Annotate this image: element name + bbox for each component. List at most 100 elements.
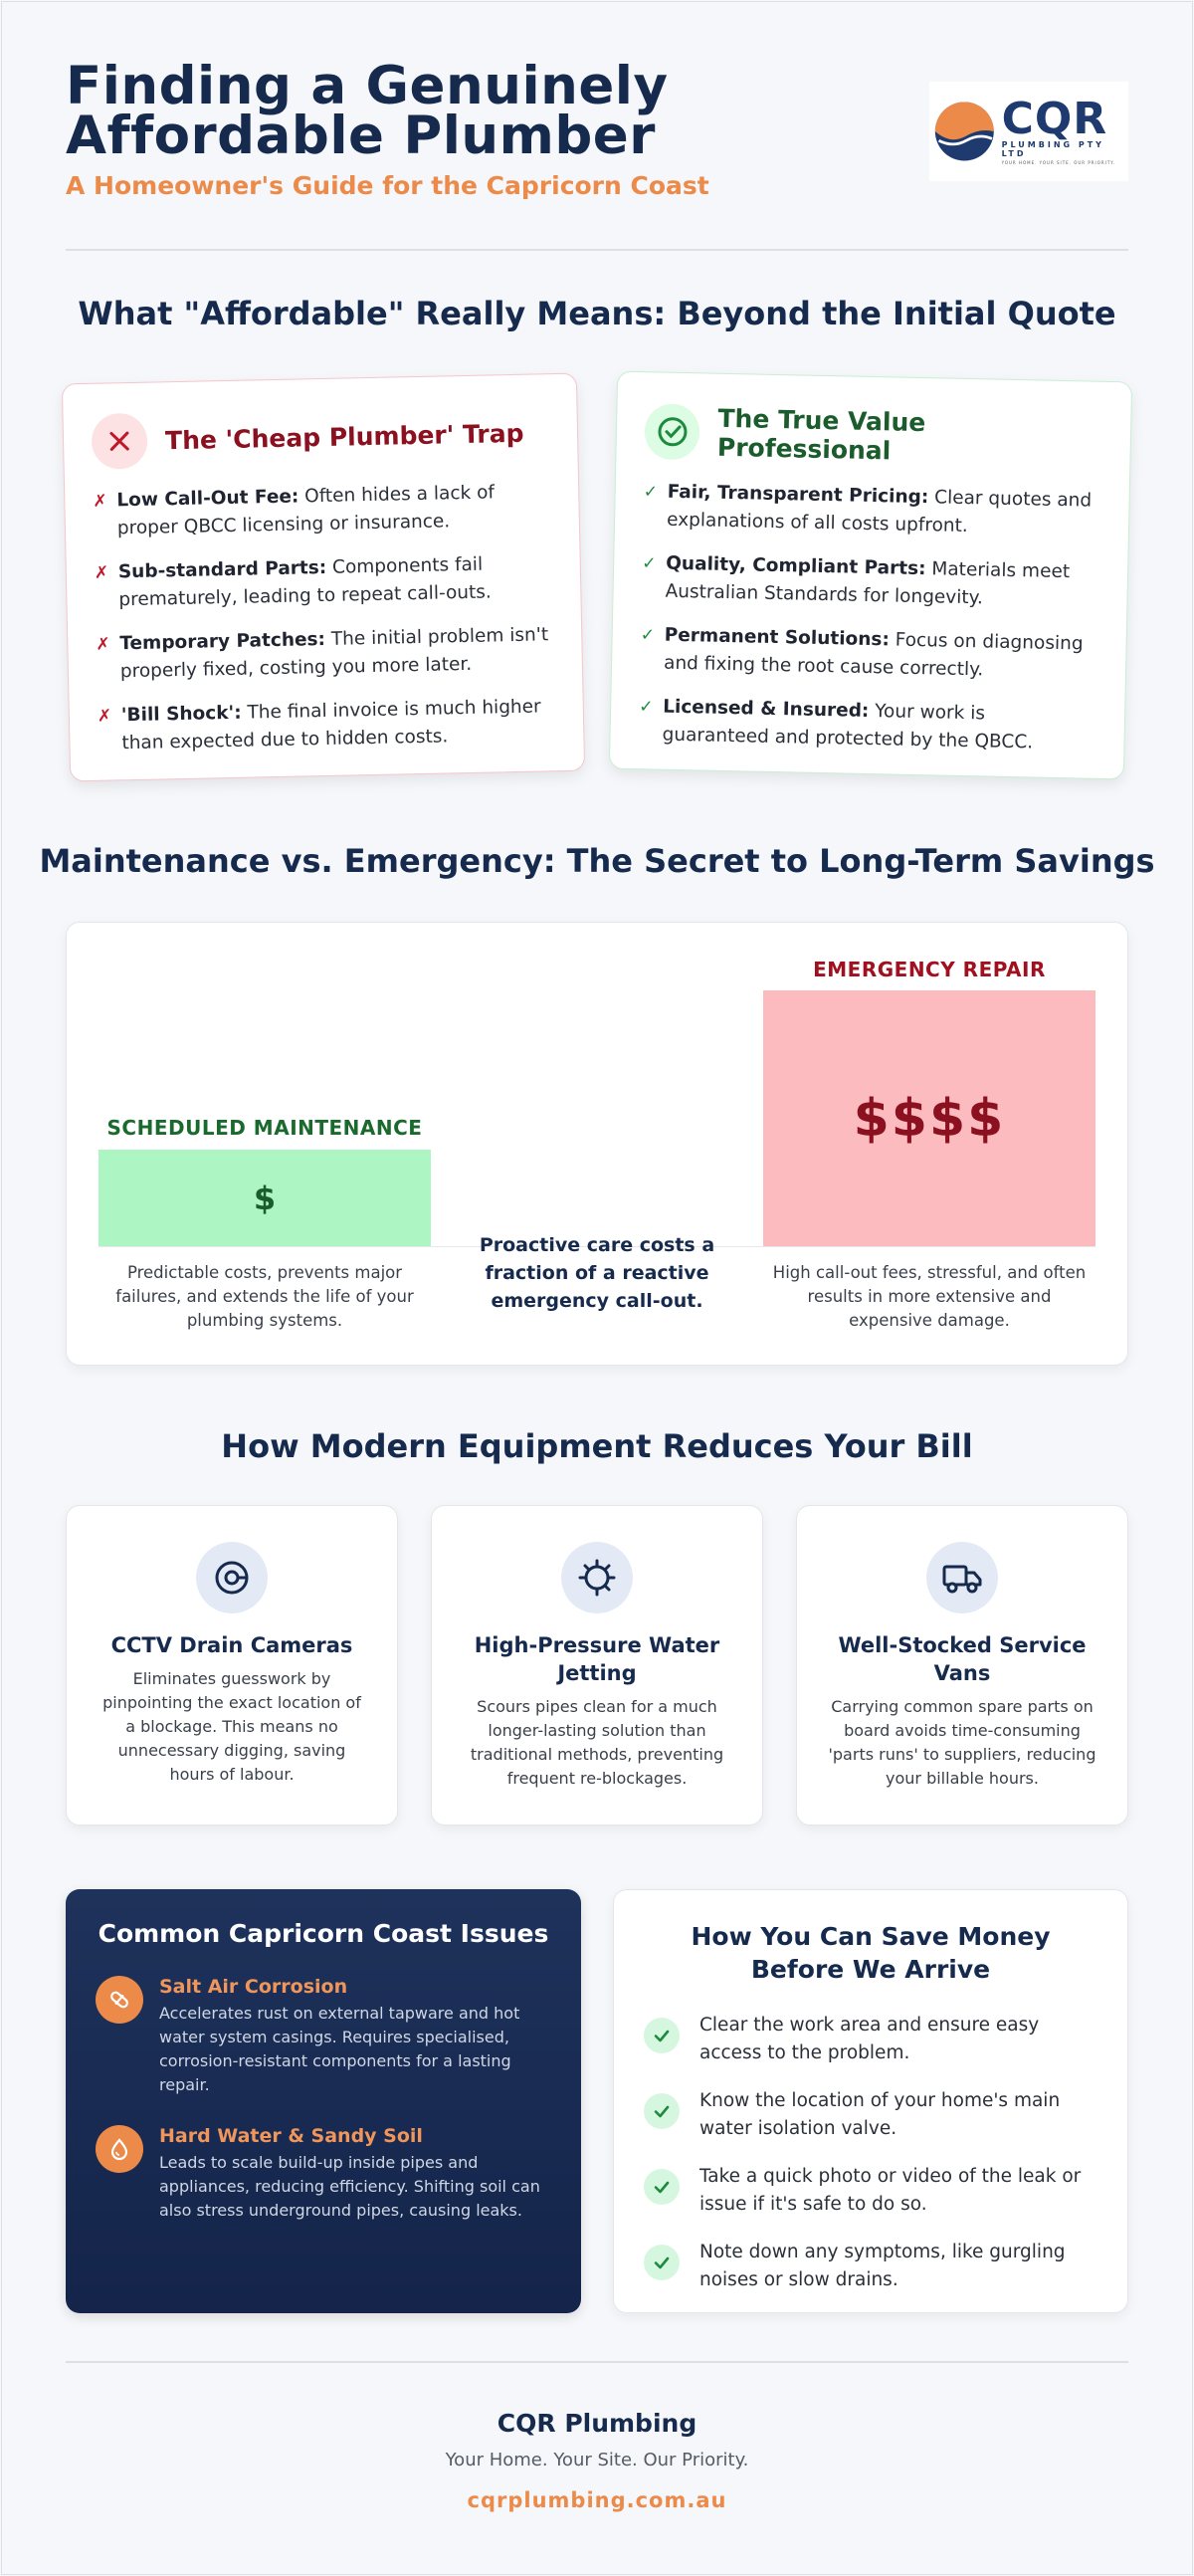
header: Finding a Genuinely Affordable Plumber A… [66,56,1128,201]
x-icon [91,412,148,470]
water-jet-icon [561,1542,633,1613]
baseline [99,1246,1095,1247]
page-subtitle: A Homeowner's Guide for the Capricorn Co… [66,171,709,200]
issue-description: Accelerates rust on external tapware and… [159,2004,520,2094]
coast-issues-card: Common Capricorn Coast Issues Salt Air C… [66,1889,581,2313]
comparison-center-note: Proactive care costs a fraction of a rea… [479,1234,715,1312]
save-tip-text: Clear the work area and ensure easy acce… [699,2015,1040,2063]
bullet-label: Quality, Compliant Parts: [665,552,926,580]
equipment-card-cctv: CCTV Drain Cameras Eliminates guesswork … [66,1505,398,1825]
affordable-section-title: What "Affordable" Really Means: Beyond t… [78,295,1116,332]
issue-name: Salt Air Corrosion [159,1976,348,1998]
value-list: ✓ Fair, Transparent Pricing: Clear quotes… [638,478,1101,758]
save-tip: Clear the work area and ensure easy acce… [644,2012,1097,2067]
check-icon [644,2169,680,2205]
trap-heading: The 'Cheap Plumber' Trap [164,418,524,455]
cross-mark-icon: ✗ [93,491,107,512]
save-tip: Note down any symptoms, like gurgling no… [644,2239,1097,2294]
bullet-label: Low Call-Out Fee: [116,486,299,512]
bullet-item: ✗ Low Call-Out Fee: Often hides a lack of… [93,478,551,543]
bullet-text: Fair, Transparent Pricing: Clear quotes … [667,479,1101,543]
bullet-item: ✓ Licensed & Insured: Your work is guaran… [638,693,1096,758]
save-money-card: How You Can Save Money Before We Arrive … [613,1889,1128,2313]
save-tips-list: Clear the work area and ensure easy acce… [644,2012,1097,2294]
check-icon [644,2018,680,2053]
equipment-title: High-Pressure Water Jetting [474,1633,720,1685]
maintenance-description: Predictable costs, prevents major failur… [115,1263,414,1330]
cross-mark-icon: ✗ [94,562,109,583]
cross-mark-icon: ✗ [97,706,112,727]
trap-list: ✗ Low Call-Out Fee: Often hides a lack of… [93,478,556,758]
cross-mark-icon: ✗ [96,634,110,655]
issue-item: Hard Water & Sandy Soil Leads to scale b… [96,2125,551,2223]
camera-icon [196,1542,268,1613]
check-icon [644,2093,680,2129]
cheap-plumber-trap-card: The 'Cheap Plumber' Trap ✗ Low Call-Out F… [61,372,586,782]
issues-title: Common Capricorn Coast Issues [98,1919,549,1948]
maintenance-cost-bar: $ [99,1150,431,1246]
bullet-text: 'Bill Shock': The final invoice is much … [121,693,556,757]
bullet-label: Fair, Transparent Pricing: [667,481,929,509]
bullet-text: Low Call-Out Fee: Often hides a lack of … [116,478,551,542]
equipment-description: Carrying common spare parts on board avo… [828,1697,1096,1788]
issue-item: Salt Air Corrosion Accelerates rust on e… [96,1976,551,2097]
bullet-item: ✗ Temporary Patches: The initial problem … [96,621,554,687]
company-logo: CQR PLUMBING PTY LTD YOUR HOME. YOUR SIT… [929,82,1128,181]
equipment-card-service-vans: Well-Stocked Service Vans Carrying commo… [796,1505,1128,1825]
emergency-description: High call-out fees, stressful, and often… [772,1263,1087,1330]
divider [66,249,1128,251]
save-tip-text: Know the location of your home's main wa… [699,2090,1061,2139]
bullet-item: ✓ Quality, Compliant Parts: Materials mee… [641,549,1099,615]
bullet-text: Temporary Patches: The initial problem i… [119,621,554,686]
check-mark-icon: ✓ [638,697,654,718]
issue-name: Hard Water & Sandy Soil [159,2125,423,2147]
footer-divider [66,2361,1128,2363]
comparison-section-title: Maintenance vs. Emergency: The Secret to… [39,842,1155,880]
bullet-item: ✓ Permanent Solutions: Focus on diagnosin… [640,621,1098,687]
bullet-item: ✗ Sub-standard Parts: Components fail pre… [95,549,553,615]
logo-wordmark: CQR [1001,93,1108,144]
check-mark-icon: ✓ [641,553,657,574]
save-tip-text: Note down any symptoms, like gurgling no… [699,2242,1066,2290]
bullet-label: Permanent Solutions: [664,624,891,651]
emergency-cost-bar: $$$$ [763,990,1095,1246]
equipment-card-water-jetting: High-Pressure Water Jetting Scours pipes… [431,1505,763,1825]
save-tip: Take a quick photo or video of the leak … [644,2163,1097,2219]
bullet-label: Licensed & Insured: [662,696,870,722]
value-heading: The True Value Professional [716,403,926,466]
maintenance-vs-emergency-card: SCHEDULED MAINTENANCE $ EMERGENCY REPAIR… [66,922,1128,1366]
save-tip-text: Take a quick photo or video of the leak … [699,2166,1082,2215]
water-drop-icon [96,2125,143,2173]
logo-subtext: PLUMBING PTY LTD [1001,139,1104,158]
bullet-text: Permanent Solutions: Focus on diagnosing… [664,622,1098,687]
page-title: Finding a Genuinely Affordable Plumber [66,56,669,166]
footer-website-link[interactable]: cqrplumbing.com.au [467,2488,727,2512]
check-mark-icon: ✓ [643,482,659,503]
equipment-description: Scours pipes clean for a much longer-las… [470,1697,724,1788]
check-circle-icon [644,403,700,461]
true-value-card: The True Value Professional ✓ Fair, Trans… [608,370,1133,780]
emergency-label: EMERGENCY REPAIR [813,958,1046,981]
check-icon [644,2245,680,2280]
save-title: How You Can Save Money Before We Arrive [691,1922,1051,1984]
footer: CQR Plumbing Your Home. Your Site. Our P… [0,2409,1194,2512]
equipment-title: Well-Stocked Service Vans [838,1633,1087,1685]
bullet-label: Temporary Patches: [119,628,326,655]
bullet-label: 'Bill Shock': [120,702,242,727]
pill-icon [96,1976,143,2024]
bullet-item: ✓ Fair, Transparent Pricing: Clear quotes… [643,478,1101,543]
bullet-text: Licensed & Insured: Your work is guarant… [662,694,1096,758]
bullet-label: Sub-standard Parts: [117,556,327,583]
bullet-text: Quality, Compliant Parts: Materials meet… [665,550,1099,615]
footer-company-name: CQR Plumbing [497,2409,697,2438]
bullet-item: ✗ 'Bill Shock': The final invoice is much… [98,693,556,758]
equipment-title: CCTV Drain Cameras [110,1633,353,1657]
logo-tagline: YOUR HOME. YOUR SITE. OUR PRIORITY. [1001,159,1116,165]
footer-tagline: Your Home. Your Site. Our Priority. [445,2450,749,2470]
logo-sun-icon [934,102,994,161]
equipment-description: Eliminates guesswork by pinpointing the … [102,1669,361,1784]
save-tip: Know the location of your home's main wa… [644,2087,1097,2143]
issue-description: Leads to scale build-up inside pipes and… [159,2153,540,2220]
bullet-text: Sub-standard Parts: Components fail prem… [118,549,553,614]
check-mark-icon: ✓ [640,625,656,646]
